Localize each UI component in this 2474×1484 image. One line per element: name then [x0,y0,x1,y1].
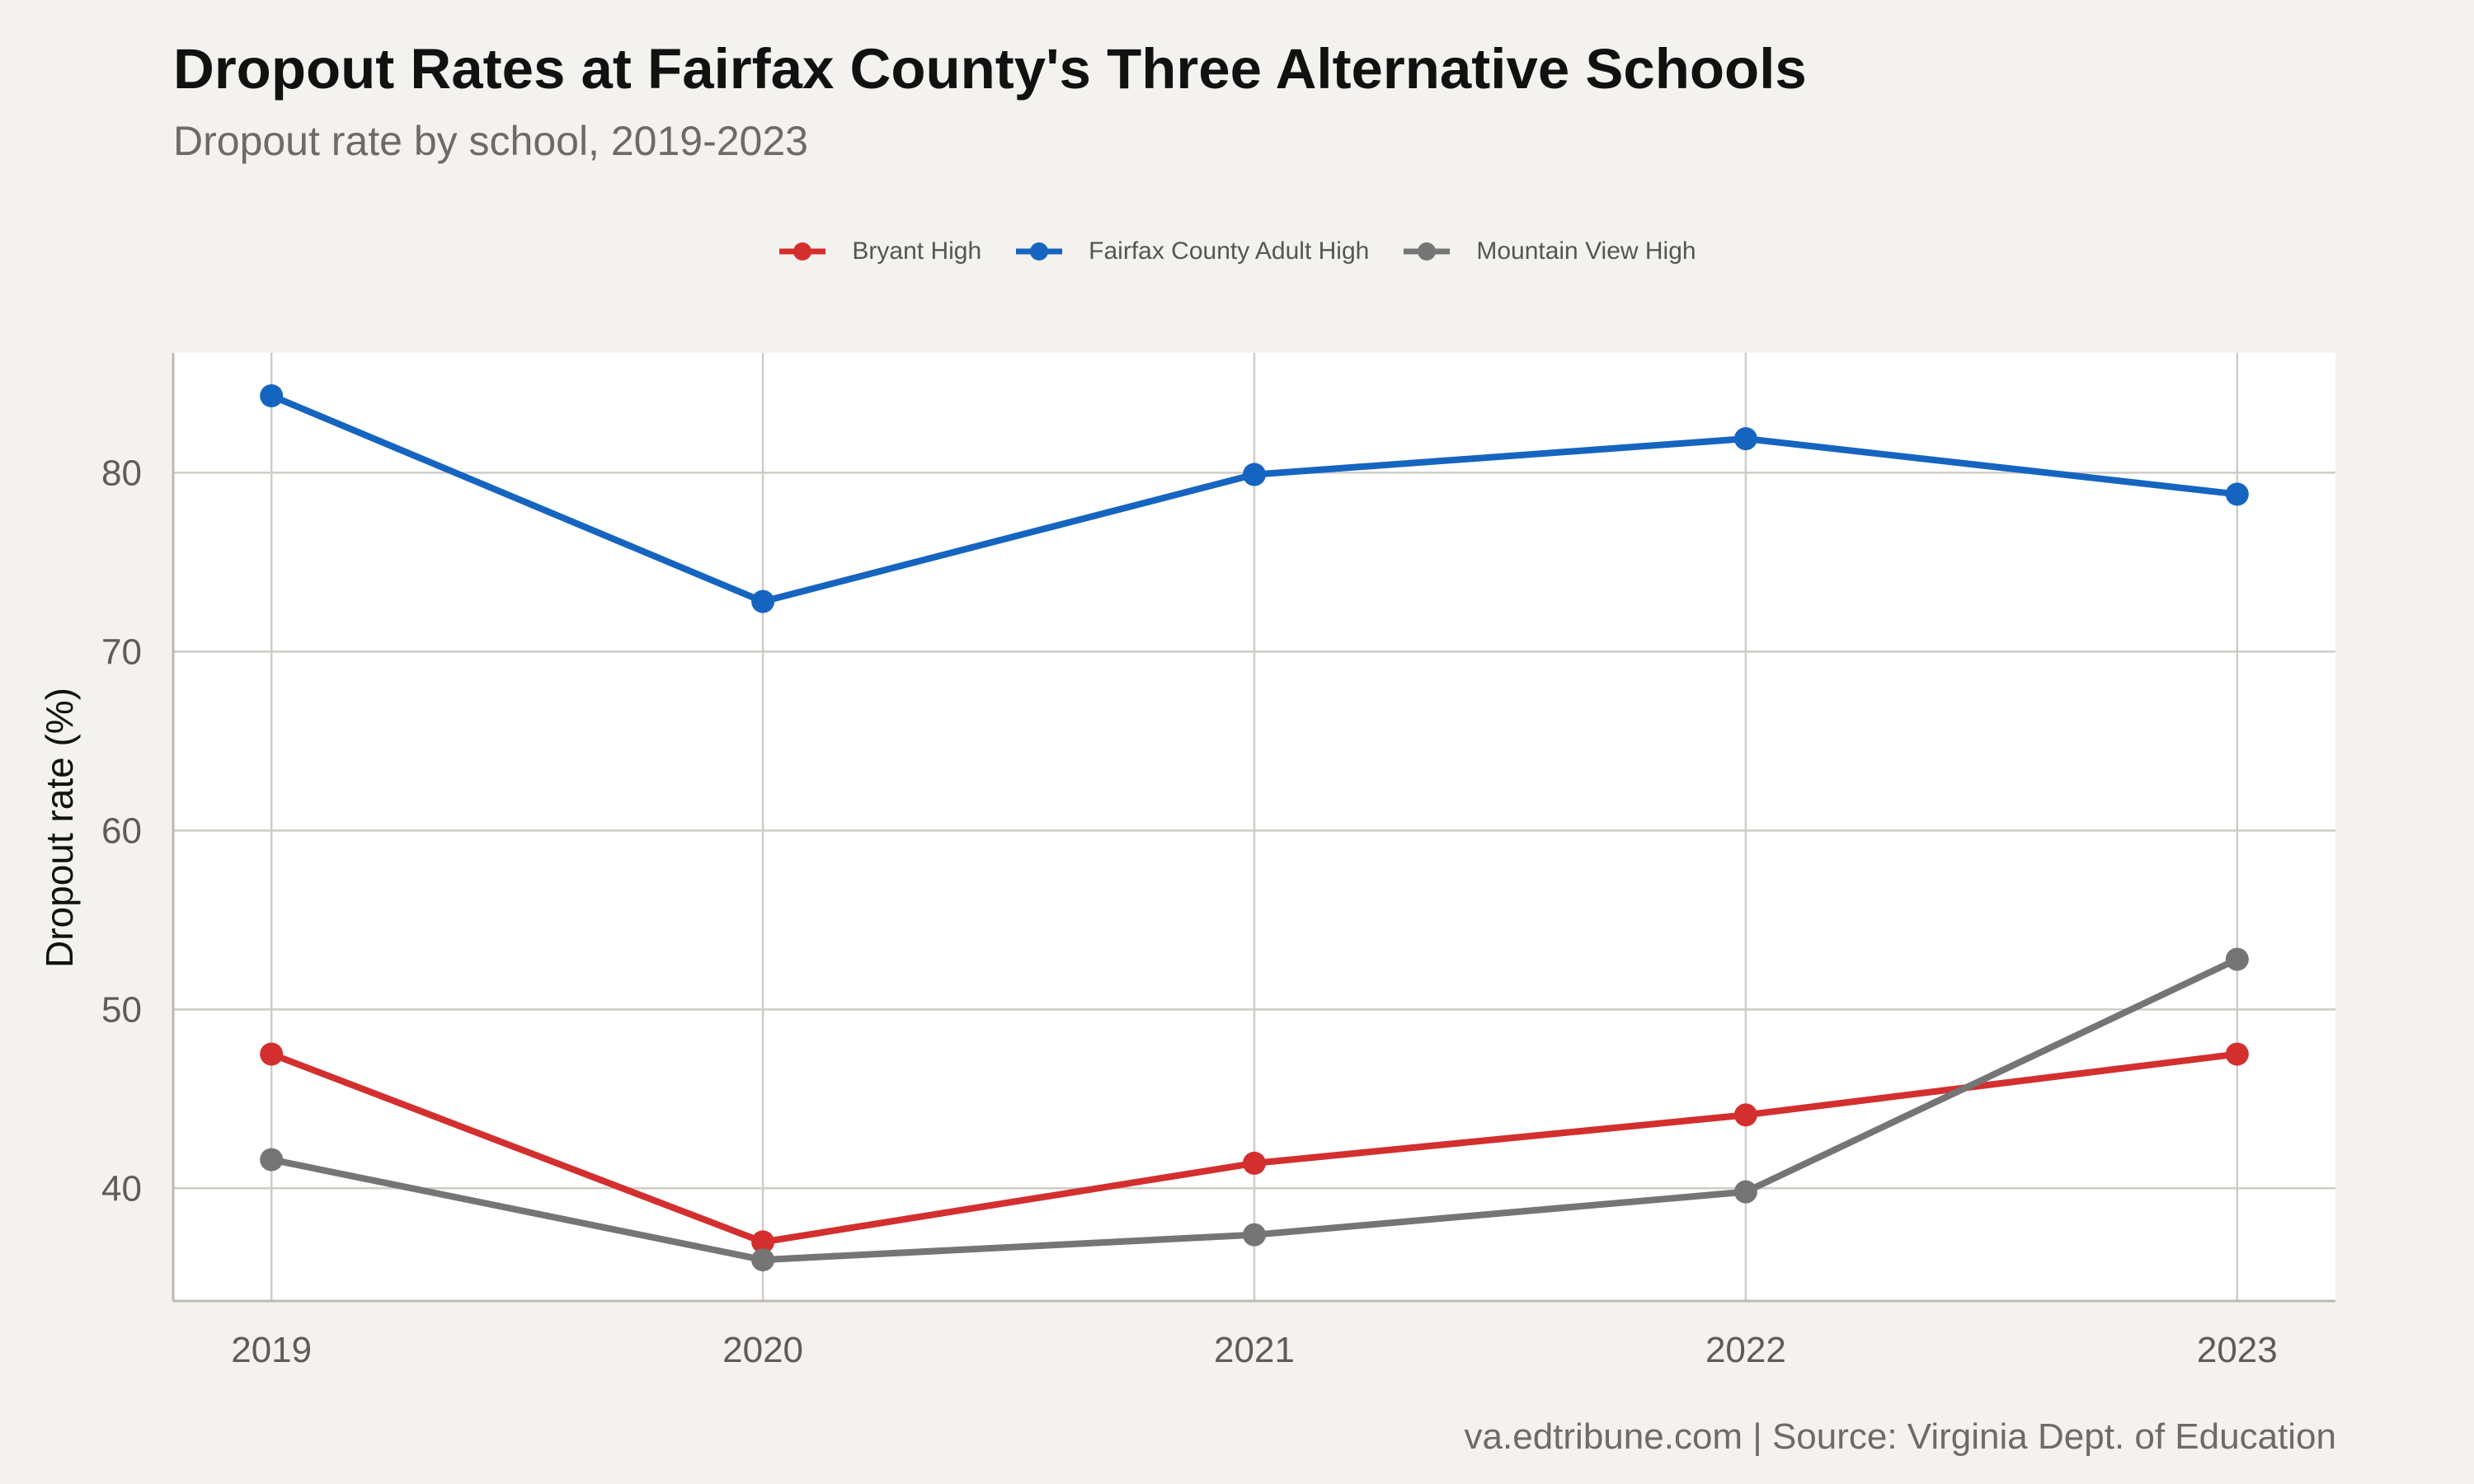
y-tick-label-50: 50 [101,989,142,1030]
legend-item-fairfax-county-adult-high: Fairfax County Adult High [1014,237,1369,265]
data-point-fairfax-county-adult-high-2021 [1243,463,1266,486]
data-point-fairfax-county-adult-high-2023 [2225,482,2249,506]
legend-label-mountain-view-high: Mountain View High [1476,237,1696,265]
chart-title: Dropout Rates at Fairfax County's Three … [173,37,1807,101]
data-point-bryant-high-2021 [1243,1151,1266,1175]
data-point-mountain-view-high-2021 [1243,1223,1266,1247]
y-tick-label-70: 70 [101,632,142,672]
x-tick-label-2023: 2023 [2197,1330,2278,1370]
legend-label-fairfax-county-adult-high: Fairfax County Adult High [1089,237,1370,265]
data-point-mountain-view-high-2020 [751,1248,775,1272]
chart-caption: va.edtribune.com | Source: Virginia Dept… [1464,1416,2336,1457]
x-tick-label-2019: 2019 [231,1330,312,1370]
data-point-fairfax-county-adult-high-2022 [1733,427,1757,451]
data-point-bryant-high-2019 [260,1042,284,1066]
legend-item-mountain-view-high: Mountain View High [1402,237,1696,265]
y-tick-label-80: 80 [101,453,142,493]
legend: Bryant High Fairfax County Adult High Mo… [0,232,2474,270]
data-point-bryant-high-2022 [1733,1103,1757,1127]
data-point-mountain-view-high-2023 [2225,947,2249,971]
data-point-mountain-view-high-2022 [1733,1180,1757,1204]
legend-key-bryant-high [779,242,826,261]
legend-key-fairfax-county-adult-high [1016,242,1063,261]
data-point-fairfax-county-adult-high-2020 [751,589,775,613]
y-tick-label-60: 60 [101,810,142,851]
y-tick-label-40: 40 [101,1168,142,1209]
y-axis-title: Dropout rate (%) [38,687,81,969]
data-point-bryant-high-2023 [2225,1042,2249,1066]
legend-label-bryant-high: Bryant High [852,237,982,265]
data-point-fairfax-county-adult-high-2019 [260,384,284,408]
legend-key-mountain-view-high [1404,242,1451,261]
data-point-mountain-view-high-2019 [260,1148,284,1172]
x-tick-label-2020: 2020 [722,1330,803,1370]
x-tick-label-2022: 2022 [1705,1330,1786,1370]
legend-item-bryant-high: Bryant High [778,237,981,265]
x-tick-label-2021: 2021 [1214,1330,1295,1370]
data-point-bryant-high-2020 [751,1230,775,1254]
chart-subtitle: Dropout rate by school, 2019-2023 [173,118,808,164]
